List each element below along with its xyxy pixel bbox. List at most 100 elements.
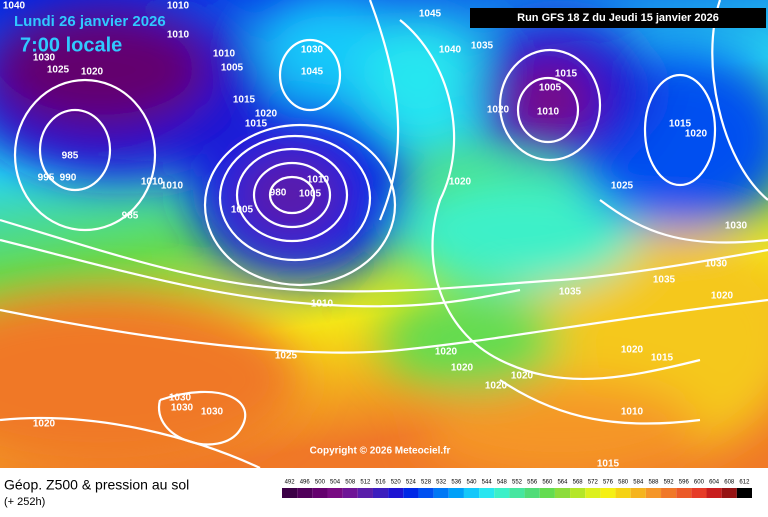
scale-label: 520 — [391, 480, 402, 486]
color-scale: 492 496 500 504 508 512 516 520 524 528 532 536 540 5… — [282, 480, 752, 498]
scale-label: 516 — [376, 480, 387, 486]
isobar-label: 1040 — [3, 1, 26, 12]
scale-label: 536 — [451, 480, 462, 486]
scale-label: 608 — [724, 480, 735, 486]
isobar-label: 1030 — [705, 259, 728, 270]
isobar-label: 990 — [60, 173, 77, 184]
scale-label: 500 — [315, 480, 326, 486]
scale-label: 548 — [497, 480, 508, 486]
scale-swatch — [448, 488, 464, 498]
scale-label: 600 — [694, 480, 705, 486]
isobar-label: 1005 — [221, 63, 244, 74]
isobar-label: 1015 — [233, 95, 256, 106]
scale-swatch — [388, 488, 404, 498]
scale-swatch — [570, 488, 586, 498]
scale-label: 556 — [527, 480, 538, 486]
scale-swatch — [327, 488, 343, 498]
isobar-label: 1015 — [245, 119, 268, 130]
isobar-label: 1010 — [537, 107, 560, 118]
isobar-label: 1020 — [435, 347, 458, 358]
isobar-label: 1015 — [669, 119, 692, 130]
isobar-label: 1035 — [471, 41, 494, 52]
isobar-label: 1010 — [311, 299, 334, 310]
scale-swatch — [433, 488, 449, 498]
isobar-label: 1010 — [213, 49, 236, 60]
isobar-label: 1015 — [651, 353, 674, 364]
scale-label: 504 — [330, 480, 341, 486]
scale-swatch — [645, 488, 662, 498]
isobar-label: 1020 — [511, 371, 534, 382]
isobar-label: 1010 — [621, 407, 644, 418]
scale-swatch — [736, 488, 752, 498]
isobar-label: 1045 — [419, 9, 442, 20]
scale-swatch — [297, 488, 313, 498]
scale-swatch — [691, 488, 707, 498]
isobar-label: 1030 — [169, 393, 192, 404]
scale-label: 592 — [664, 480, 675, 486]
isobar-label: 1005 — [539, 83, 562, 94]
scale-label: 584 — [633, 480, 644, 486]
isobar-label: 1035 — [653, 275, 676, 286]
scale-swatch — [615, 488, 631, 498]
scale-swatch — [585, 488, 601, 498]
isobar-label: 1010 — [167, 1, 190, 12]
isobar-label: 1010 — [307, 175, 330, 186]
scale-label: 596 — [679, 480, 690, 486]
scale-label: 524 — [406, 480, 417, 486]
copyright: Copyright © 2026 Meteociel.fr — [310, 446, 451, 457]
scale-swatch — [418, 488, 434, 498]
scale-swatch — [524, 488, 540, 498]
scale-label: 496 — [300, 480, 311, 486]
scale-label: 564 — [557, 480, 568, 486]
isobar-label: 1025 — [611, 181, 634, 192]
isobar-label: 1020 — [685, 129, 708, 140]
scale-swatch — [539, 488, 555, 498]
scale-label: 612 — [739, 480, 750, 486]
map-date: Lundi 26 janvier 2026 — [14, 13, 166, 30]
isobar-label: 1005 — [231, 205, 254, 216]
scale-swatch — [463, 488, 480, 498]
scale-swatch — [706, 488, 722, 498]
footer-lead: (+ 252h) — [4, 496, 45, 508]
scale-label: 512 — [360, 480, 371, 486]
scale-label: 572 — [588, 480, 599, 486]
isobar-label: 995 — [38, 173, 55, 184]
scale-label: 576 — [603, 480, 614, 486]
scale-swatch — [403, 488, 419, 498]
isobar-label: 1020 — [487, 105, 510, 116]
scale-swatch — [676, 488, 692, 498]
isobar-label: 1020 — [485, 381, 508, 392]
isobar-label: 1030 — [33, 53, 56, 64]
scale-label: 492 — [285, 480, 296, 486]
isobar-label: 1025 — [47, 65, 70, 76]
scale-label: 532 — [436, 480, 447, 486]
isobar-label: 985 — [122, 211, 139, 222]
isobar-label: 1020 — [621, 345, 644, 356]
isobar-label: 1035 — [559, 287, 582, 298]
isobar-label: 1030 — [201, 407, 224, 418]
scale-label: 580 — [618, 480, 629, 486]
isobar-label: 1020 — [449, 177, 472, 188]
scale-swatch — [372, 488, 389, 498]
height-field — [0, 0, 768, 480]
isobar-label: 1030 — [301, 45, 324, 56]
isobar-label: 1045 — [301, 67, 324, 78]
isobar-label: 1010 — [167, 30, 190, 41]
scale-swatch — [494, 488, 510, 498]
footer-title: Géop. Z500 & pression au sol — [4, 477, 189, 493]
scale-swatch — [721, 488, 737, 498]
scale-swatch — [554, 488, 571, 498]
scale-label: 528 — [421, 480, 432, 486]
scale-swatch — [357, 488, 373, 498]
scale-swatch — [342, 488, 358, 498]
isobar-label: 1020 — [33, 419, 56, 430]
scale-label: 552 — [512, 480, 523, 486]
isobars — [0, 0, 768, 468]
isobar-label: 1010 — [141, 177, 164, 188]
isobar-label: 1015 — [555, 69, 578, 80]
isobar-label: 985 — [62, 151, 79, 162]
isobar-label: 1010 — [161, 181, 184, 192]
run-box — [470, 8, 766, 28]
isobar-label: 1030 — [171, 403, 194, 414]
scale-label: 568 — [573, 480, 584, 486]
